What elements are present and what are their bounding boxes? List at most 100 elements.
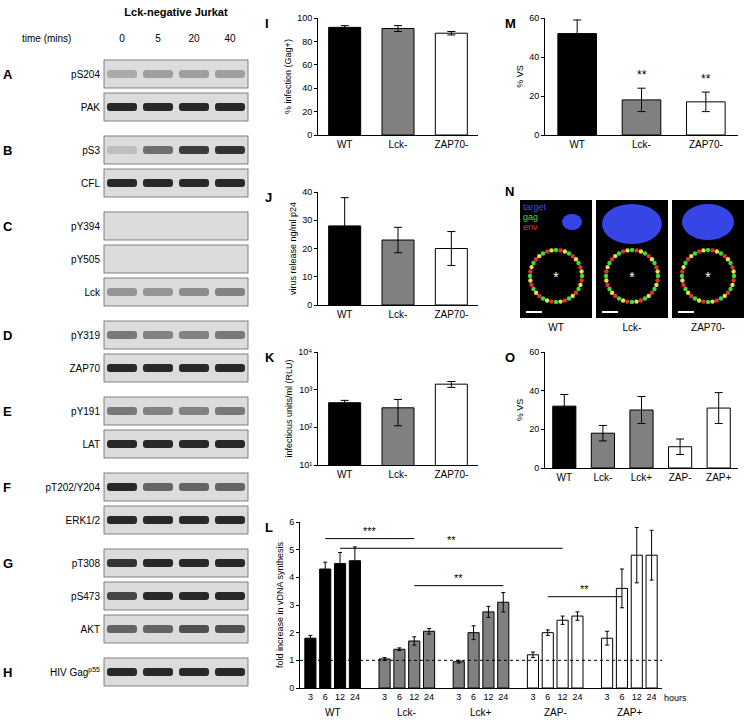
svg-text:WT: WT [337, 469, 353, 480]
svg-text:12: 12 [558, 692, 568, 702]
svg-text:target: target [523, 202, 547, 212]
svg-text:pT308: pT308 [72, 558, 101, 569]
svg-text:Lck-: Lck- [623, 322, 642, 333]
svg-text:ERK1/2: ERK1/2 [66, 515, 101, 526]
svg-text:time (mins): time (mins) [22, 33, 71, 44]
svg-text:***: *** [363, 525, 377, 537]
svg-text:**: ** [580, 583, 589, 595]
svg-text:3: 3 [289, 600, 294, 610]
svg-text:6: 6 [545, 692, 550, 702]
svg-text:**: ** [447, 534, 456, 546]
svg-text:1: 1 [289, 655, 294, 665]
svg-text:40: 40 [529, 52, 539, 62]
svg-text:6: 6 [397, 692, 402, 702]
svg-text:WT: WT [548, 322, 564, 333]
svg-text:AKT: AKT [81, 624, 100, 635]
svg-text:12: 12 [409, 692, 419, 702]
svg-text:WT: WT [337, 139, 353, 150]
svg-text:ZAP-: ZAP- [669, 472, 692, 483]
svg-text:fold increase in vDNA synthesi: fold increase in vDNA synthesis [275, 541, 285, 668]
svg-text:0: 0 [307, 130, 312, 140]
svg-text:12: 12 [335, 692, 345, 702]
svg-text:Lck: Lck [84, 287, 101, 298]
svg-text:Lck-: Lck- [389, 309, 408, 320]
svg-text:F: F [3, 480, 11, 495]
svg-text:Lck-: Lck- [397, 707, 416, 718]
svg-text:6: 6 [619, 692, 624, 702]
svg-text:pY394: pY394 [71, 221, 100, 232]
svg-text:ZAP70: ZAP70 [69, 363, 100, 374]
svg-text:20: 20 [529, 91, 539, 101]
svg-text:K: K [265, 350, 275, 365]
svg-text:Lck-negative Jurkat: Lck-negative Jurkat [124, 6, 228, 18]
svg-text:10⁴: 10⁴ [298, 347, 312, 357]
svg-text:ZAP-: ZAP- [544, 707, 567, 718]
svg-text:100: 100 [297, 13, 312, 23]
svg-text:60: 60 [529, 347, 539, 357]
svg-text:5: 5 [155, 33, 161, 44]
svg-text:0: 0 [119, 33, 125, 44]
svg-text:24: 24 [424, 692, 434, 702]
svg-text:ZAP70-: ZAP70- [434, 139, 468, 150]
svg-text:10²: 10² [299, 422, 312, 432]
svg-text:5: 5 [289, 545, 294, 555]
svg-text:12: 12 [483, 692, 493, 702]
svg-text:ZAP70-: ZAP70- [434, 309, 468, 320]
svg-text:4: 4 [289, 572, 294, 582]
svg-text:WT: WT [325, 707, 341, 718]
svg-text:hours: hours [664, 693, 687, 703]
svg-text:Lck-: Lck- [632, 139, 651, 150]
svg-text:Lck-: Lck- [593, 472, 612, 483]
svg-text:I: I [265, 16, 269, 31]
svg-text:% VS: % VS [515, 399, 525, 422]
svg-text:Lck+: Lck+ [631, 472, 653, 483]
svg-text:6: 6 [471, 692, 476, 702]
svg-text:O: O [505, 350, 515, 365]
svg-text:WT: WT [557, 472, 573, 483]
svg-text:40: 40 [529, 386, 539, 396]
svg-text:3: 3 [456, 692, 461, 702]
svg-text:env: env [523, 222, 538, 232]
svg-text:24: 24 [647, 692, 657, 702]
svg-text:gag: gag [523, 212, 538, 222]
svg-text:CFL: CFL [81, 178, 100, 189]
svg-text:pS473: pS473 [71, 591, 100, 602]
svg-text:0: 0 [534, 463, 539, 473]
svg-text:0: 0 [534, 130, 539, 140]
svg-text:80: 80 [302, 37, 312, 47]
svg-text:40: 40 [224, 33, 236, 44]
svg-text:C: C [3, 219, 13, 234]
svg-text:M: M [505, 16, 516, 31]
svg-text:ZAP70-: ZAP70- [691, 322, 725, 333]
svg-text:20: 20 [302, 107, 312, 117]
svg-text:J: J [265, 190, 272, 205]
svg-text:20: 20 [302, 244, 312, 254]
svg-text:10³: 10³ [299, 385, 312, 395]
svg-text:30: 30 [302, 215, 312, 225]
svg-text:pY319: pY319 [71, 330, 100, 341]
svg-text:**: ** [637, 68, 647, 82]
svg-text:3: 3 [308, 692, 313, 702]
svg-text:3: 3 [382, 692, 387, 702]
svg-text:ZAP70-: ZAP70- [689, 139, 723, 150]
svg-text:pY505: pY505 [71, 254, 100, 265]
svg-text:6: 6 [289, 517, 294, 527]
svg-text:Lck-: Lck- [389, 469, 408, 480]
svg-text:E: E [3, 404, 12, 419]
svg-text:3: 3 [605, 692, 610, 702]
svg-text:60: 60 [302, 60, 312, 70]
svg-text:D: D [3, 328, 12, 343]
svg-text:Lck-: Lck- [389, 139, 408, 150]
svg-text:virus release ng/ml p24: virus release ng/ml p24 [288, 202, 298, 295]
svg-text:24: 24 [498, 692, 508, 702]
svg-text:10¹: 10¹ [299, 460, 312, 470]
svg-text:40: 40 [302, 187, 312, 197]
svg-text:ZAP+: ZAP+ [706, 472, 731, 483]
svg-text:10: 10 [302, 272, 312, 282]
svg-text:20: 20 [529, 424, 539, 434]
svg-text:*: * [553, 269, 559, 285]
svg-text:*: * [705, 269, 711, 285]
svg-text:WT: WT [569, 139, 585, 150]
svg-text:% VS: % VS [515, 65, 525, 88]
svg-text:60: 60 [529, 13, 539, 23]
